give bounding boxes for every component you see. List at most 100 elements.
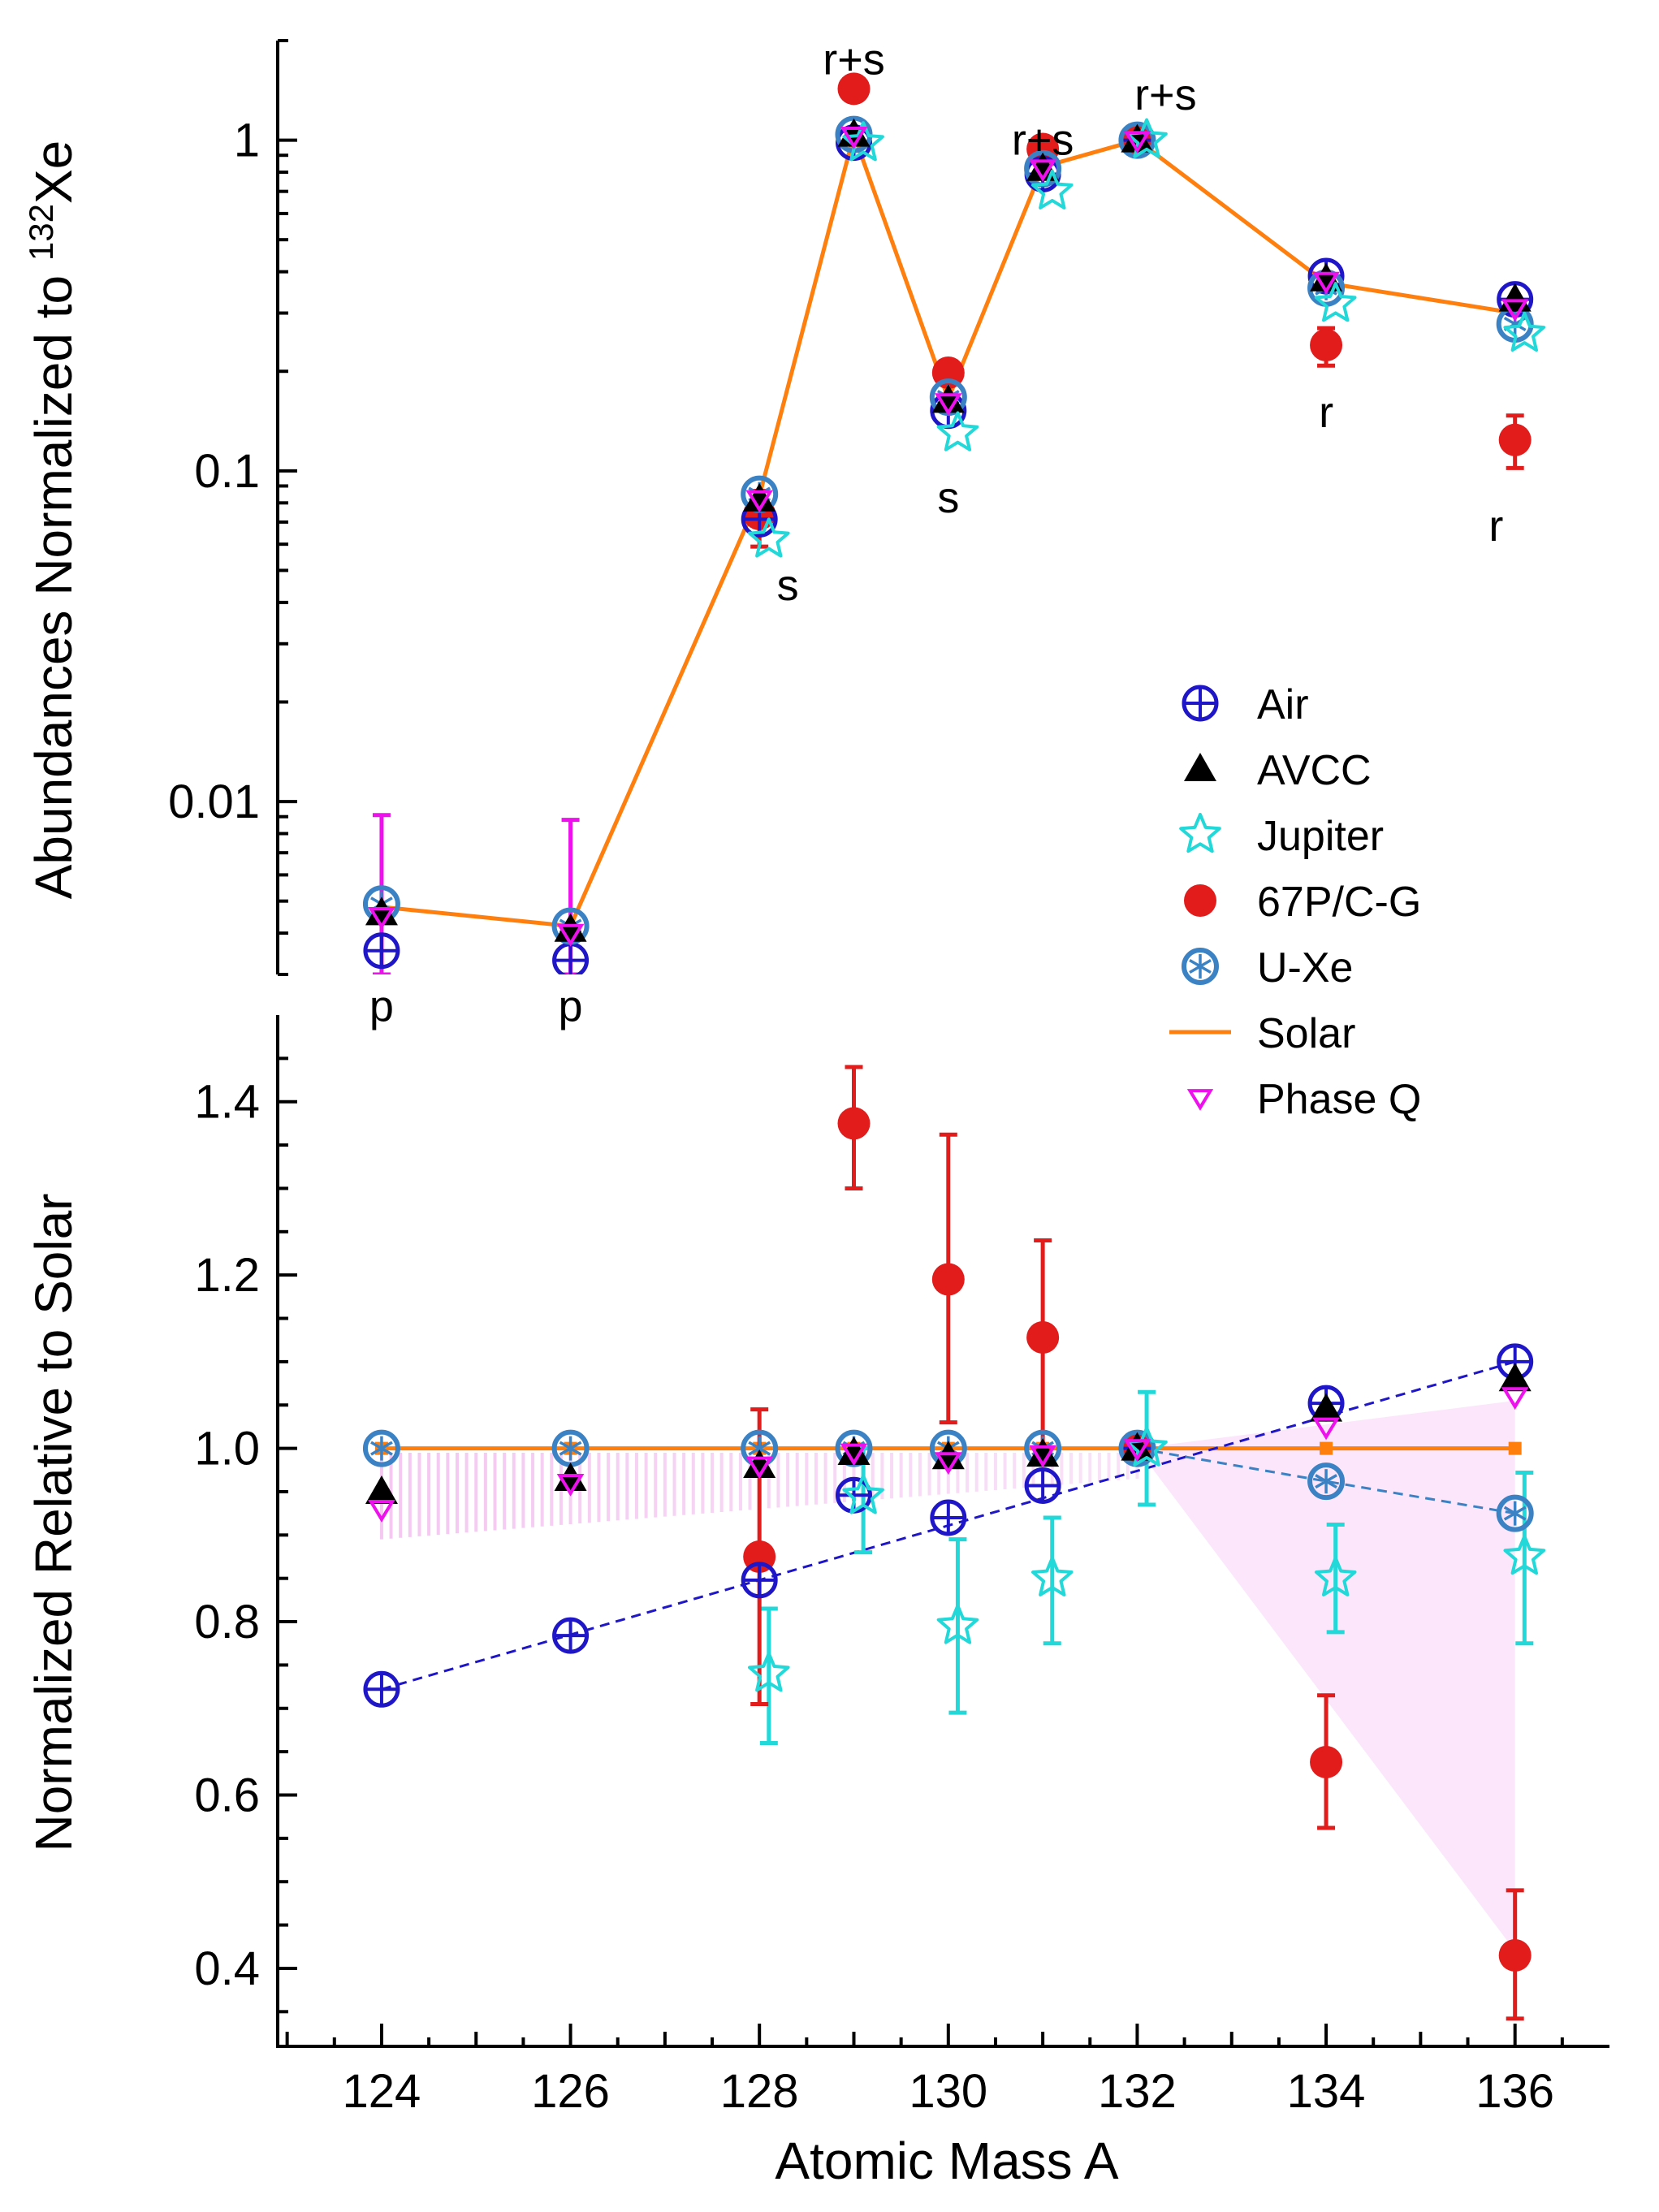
annotation-label: r (1488, 502, 1503, 551)
annotation-label: p (559, 982, 583, 1030)
jupiter-marker (1031, 169, 1074, 210)
u-xe-marker (1496, 1494, 1534, 1532)
avcc-marker (365, 1475, 398, 1504)
legend-item-air: Air (1182, 681, 1309, 728)
u-xe-marker (362, 1429, 400, 1467)
avcc-marker (1026, 1438, 1060, 1467)
annotation-label: r (1319, 388, 1333, 437)
bottom-axes: 0.4 0.6 0.8 1.0 1.2 1.4 124 126 128 130 132 134 136 (194, 1015, 1609, 2118)
avcc-marker (1498, 1363, 1532, 1392)
jupiter-marker (1314, 1556, 1357, 1596)
bottom-y-tick-label: 1.2 (194, 1249, 260, 1302)
x-tick-label: 126 (531, 2065, 610, 2118)
bottom-y-tick-label: 1.4 (194, 1076, 260, 1129)
annotation-label: s (777, 561, 799, 610)
avcc-marker (837, 1436, 871, 1465)
phase-q-marker (1123, 1439, 1151, 1462)
bottom-y-tick-label: 0.8 (194, 1596, 260, 1648)
legend-label: U-Xe (1257, 944, 1353, 992)
annotation-label: p (369, 982, 394, 1030)
67p-c-g-marker (1498, 1938, 1532, 1972)
67p-c-g-marker (931, 1263, 965, 1296)
legend-label: Air (1257, 681, 1309, 728)
phase-q-marker (1312, 1417, 1340, 1441)
legend-item-67p-c-g: 67P/C-G (1184, 879, 1421, 926)
phase-q-marker (368, 1500, 395, 1523)
legend-item-u-xe: U-Xe (1182, 944, 1353, 992)
legend-label: Solar (1257, 1010, 1355, 1057)
x-tick-label: 134 (1287, 2065, 1366, 2118)
u-xe-marker (1307, 1462, 1346, 1501)
avcc-marker (365, 896, 398, 926)
solar-point (1508, 1441, 1522, 1455)
jupiter-marker (936, 1604, 979, 1644)
67p-c-g-marker (1026, 1321, 1060, 1354)
jupiter-marker (1314, 282, 1357, 322)
top-y-axis-title: Abundances Normalized to 132Xe (22, 140, 84, 900)
phase-q-marker (840, 1443, 868, 1467)
jupiter-marker (936, 411, 979, 451)
legend-label: 67P/C-G (1257, 879, 1421, 926)
annotation-label: r+s (1134, 71, 1197, 119)
phase-q-marker (745, 1456, 774, 1480)
legend-label: Phase Q (1257, 1076, 1421, 1123)
jupiter-marker (1503, 311, 1546, 352)
jupiter-marker (1179, 813, 1221, 853)
legend-label: Jupiter (1257, 813, 1384, 860)
u-xe-marker-spoke (1189, 958, 1212, 974)
u-xe-marker-spoke (748, 1441, 771, 1456)
legend-item-solar: Solar (1169, 1010, 1355, 1057)
bottom-y-tick-label: 0.4 (194, 1942, 260, 1995)
avcc-marker (1121, 1432, 1154, 1461)
annotation-label: r+s (823, 36, 885, 84)
bottom-y-tick-label: 1.0 (194, 1423, 260, 1475)
top-y-axis: 0.01 0.1 1 (168, 39, 297, 976)
top-ylabel-suffix: Xe (24, 140, 83, 204)
avcc-marker (931, 384, 965, 413)
avcc-marker (1310, 1393, 1343, 1422)
phase-q-marker (368, 906, 395, 930)
67p-c-g-marker (1498, 423, 1532, 456)
jupiter-marker (1503, 1535, 1546, 1575)
phase-q-marker (934, 393, 962, 417)
u-xe-marker-spoke (559, 1441, 582, 1456)
phase-q-marker (1186, 1089, 1214, 1111)
67p-c-g-marker (837, 72, 871, 106)
legend: Air AVCC Jupiter 67P/C-G U-Xe Solar Phase Q (1169, 681, 1421, 1123)
67p-c-g-marker (1184, 884, 1216, 917)
jupiter-marker (842, 1474, 884, 1514)
legend-item-jupiter: Jupiter (1179, 813, 1384, 860)
phase-q-marker (556, 923, 585, 947)
phase-q-marker (1123, 131, 1151, 154)
u-xe-marker-spoke (1503, 316, 1527, 332)
bottom-shaded-areas (379, 1400, 1515, 1951)
legend-label: AVCC (1257, 747, 1372, 794)
x-tick-label: 136 (1475, 2065, 1554, 2118)
avcc-marker (554, 913, 587, 942)
legend-item-avcc: AVCC (1184, 747, 1372, 794)
jupiter-marker (748, 517, 790, 558)
bottom-plot-area (362, 1065, 1546, 2021)
bottom-y-tick-label: 0.6 (194, 1769, 260, 1822)
u-xe-marker-spoke (1315, 1474, 1337, 1489)
top-y-tick-label: 0.1 (194, 445, 260, 498)
67p-c-g-marker (1310, 328, 1343, 361)
nucleosynthesis-annotations: p p s r+s s r+s r+s r r (369, 36, 1504, 1031)
x-tick-label: 128 (720, 2065, 799, 2118)
bottom-y-axis-title: Normalized Relative to Solar (24, 1194, 83, 1852)
phase-q-marker (745, 490, 774, 513)
avcc-marker (743, 1449, 776, 1478)
avcc-marker (1121, 123, 1154, 153)
solar-point (1320, 1441, 1333, 1455)
phase-q-marker (1029, 1445, 1056, 1468)
legend-item-phase-q: Phase Q (1186, 1076, 1421, 1123)
phase-q-marker (1501, 299, 1529, 322)
top-y-tick-label: 1 (234, 114, 260, 167)
u-xe-marker-spoke (1503, 1506, 1527, 1521)
annotation-label: r+s (1012, 116, 1074, 165)
phase-q-marker (934, 1452, 962, 1475)
phase-q-marker (556, 1473, 585, 1497)
x-tick-label: 130 (909, 2065, 987, 2118)
jupiter-marker (1031, 1556, 1074, 1596)
